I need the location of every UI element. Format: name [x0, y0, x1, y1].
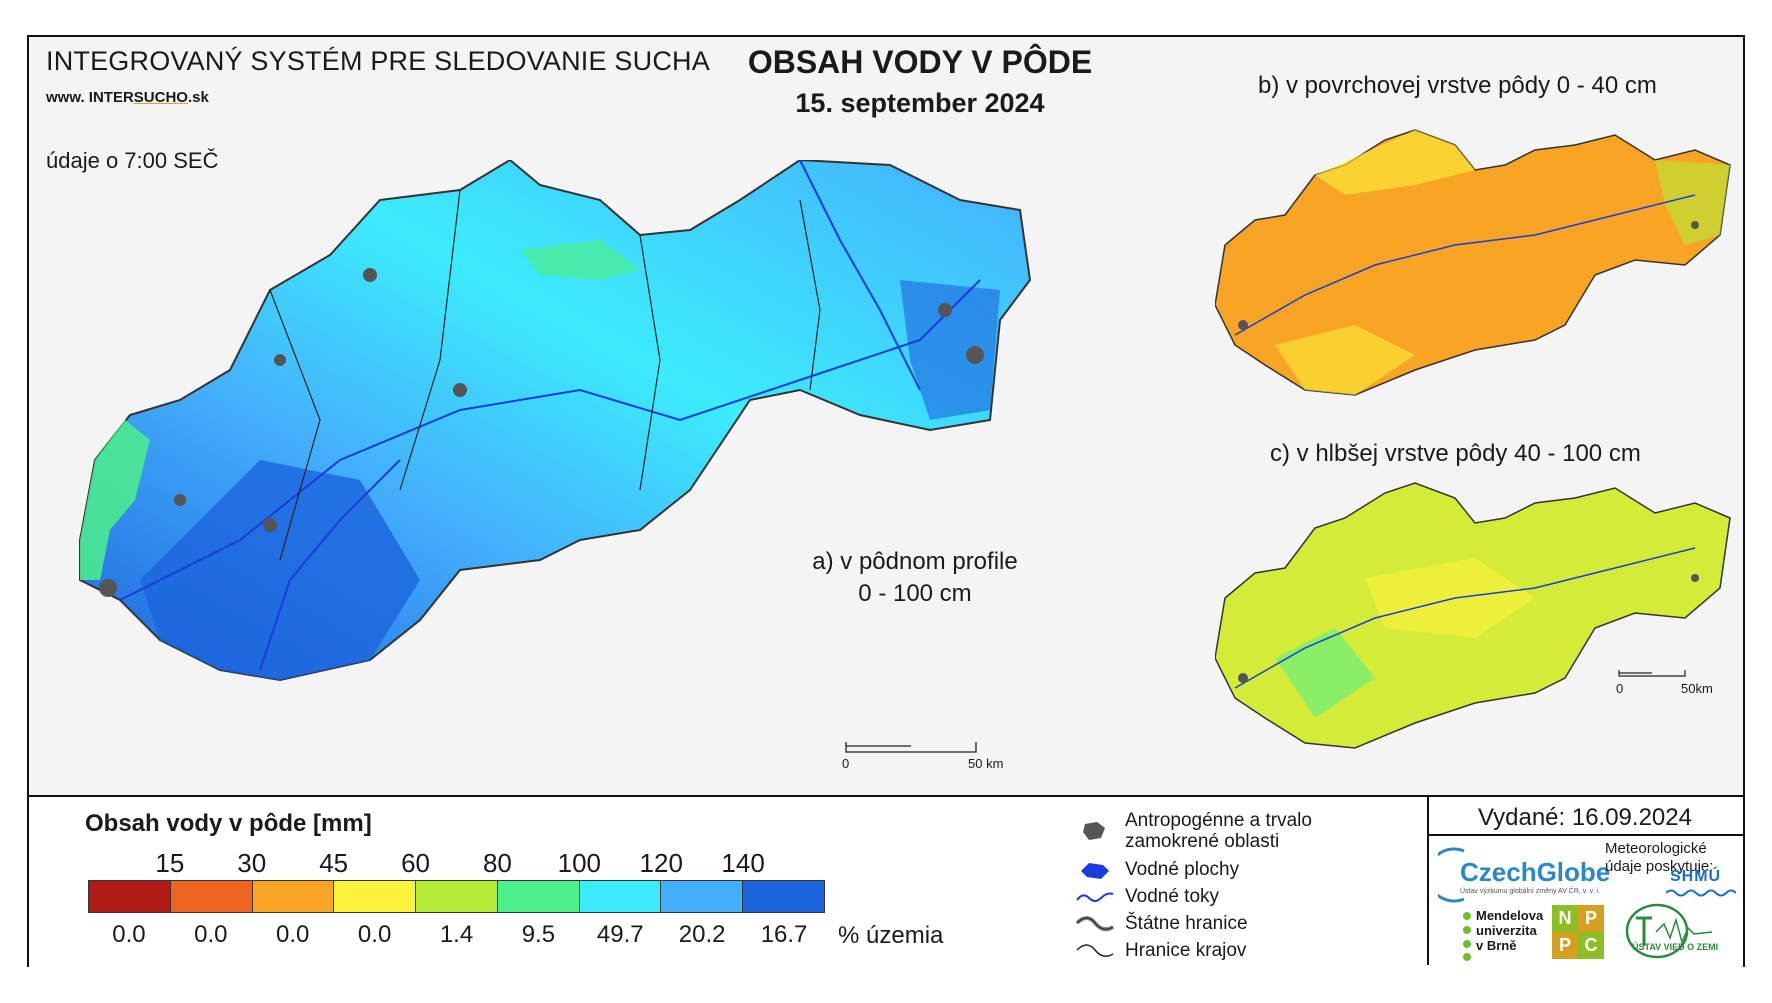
city-trencin — [274, 354, 286, 366]
scale-small-end: 50km — [1681, 681, 1713, 696]
nppc-logo: N P P C — [1552, 905, 1604, 959]
northern-green-patch — [520, 240, 640, 280]
legend-water-bodies: Vodné plochy — [1075, 857, 1239, 883]
percent-value: 0.0 — [194, 921, 228, 948]
percent-unit: % územia — [838, 922, 944, 949]
issued-date: Vydané: 16.09.2024 — [1478, 804, 1692, 831]
legend-class-5 — [497, 881, 580, 912]
legend-state-border: Štátne hranice — [1075, 911, 1248, 937]
czechglobe-subtitle: Ústav výzkumu globální změny AV ČR, v. v… — [1460, 888, 1601, 895]
southwest-darkblue — [140, 460, 420, 680]
percent-value: 1.4 — [439, 921, 474, 948]
deep-yellow-areas — [1365, 558, 1535, 638]
meteo-credit: Meteorologické údaje poskytuje: — [1605, 840, 1714, 875]
legend-class-1 — [170, 881, 253, 912]
state-border-icon — [1075, 916, 1115, 932]
percent-value: 0.0 — [112, 921, 146, 948]
legend-class-6 — [579, 881, 662, 912]
legend-colorbar — [88, 880, 825, 913]
legend-class-0 — [89, 881, 171, 912]
legend-title: Obsah vody v pôde [mm] — [85, 810, 372, 837]
stream-icon — [1076, 892, 1114, 902]
threshold-label: 80 — [482, 848, 512, 878]
percent-value: 0.0 — [357, 921, 392, 948]
map-a-caption: a) v pôdnom profile 0 - 100 cm — [812, 548, 1018, 607]
issued-rule — [1429, 834, 1745, 836]
page-title: OBSAH VODY V PÔDE — [747, 44, 1093, 80]
percent-value: 9.5 — [521, 921, 556, 948]
observation-time: údaje o 7:00 SEČ — [46, 148, 219, 173]
shmu-logo: SHMÚ — [1670, 868, 1722, 885]
scale-bar-main — [845, 742, 977, 753]
legend-anthropogenic: Antropogénne a trvalo zamokrené oblasti — [1075, 810, 1315, 852]
city-zilina — [363, 268, 377, 282]
region-borders-main — [269, 189, 821, 561]
surface-yellow-north — [1315, 130, 1475, 195]
river-south — [259, 459, 401, 671]
czechglobe-name: CzechGlobe — [1460, 857, 1611, 887]
water-body-icon — [1081, 863, 1109, 879]
scale-small-zero: 0 — [1616, 681, 1624, 696]
legend-streams: Vodné toky — [1075, 884, 1219, 910]
percent-value: 0.0 — [276, 921, 310, 948]
czechglobe-logo — [1438, 847, 1465, 903]
city-trnava — [174, 494, 186, 506]
region-border-icon — [1076, 944, 1114, 957]
anthropogenic-icon — [1083, 822, 1105, 840]
scale-main-end: 50 km — [968, 756, 1004, 771]
mendel-university: Mendelova univerzita v Brně — [1476, 908, 1544, 953]
threshold-label: 120 — [639, 848, 683, 878]
legend-class-7 — [661, 881, 744, 912]
website-link[interactable]: www. INTERSUCHO.sk — [46, 89, 209, 106]
river-east — [799, 160, 921, 391]
city-presov — [938, 303, 952, 317]
western-green-area — [80, 420, 150, 580]
legend-class-4 — [416, 881, 498, 912]
shmu-waves-icon — [1666, 889, 1736, 897]
river-main — [119, 279, 981, 601]
percent-value: 49.7 — [596, 921, 644, 948]
surface-layer-map — [1215, 129, 1731, 396]
scale-main-zero: 0 — [842, 756, 850, 771]
legend-region-border: Hranice krajov — [1075, 938, 1246, 964]
legend-class-2 — [252, 881, 335, 912]
uvz-name: ÚSTAV VIED O ZEMI — [1632, 942, 1719, 952]
page-date: 15. september 2024 — [795, 88, 1045, 118]
scale-bar-small — [1618, 670, 1686, 677]
surface-yellow-south — [1275, 325, 1415, 395]
threshold-label: 45 — [319, 848, 349, 878]
east-darkblue — [900, 280, 1000, 420]
threshold-label: 100 — [557, 848, 602, 878]
city-kosice — [966, 346, 984, 364]
percent-value: 16.7 — [760, 921, 808, 948]
map-c-caption: c) v hlbšej vrstve pôdy 40 - 100 cm — [1270, 440, 1641, 467]
percent-value: 20.2 — [678, 921, 726, 948]
threshold-label: 140 — [721, 848, 765, 878]
city-banska-bystrica — [453, 383, 467, 397]
mendel-dots-icon — [1463, 912, 1471, 961]
system-title: INTEGROVANÝ SYSTÉM PRE SLEDOVANIE SUCHA — [46, 46, 710, 76]
threshold-label: 15 — [155, 848, 185, 878]
rivers-b — [1234, 194, 1696, 336]
threshold-label: 30 — [237, 848, 267, 878]
uvz-logo-icon — [1625, 903, 1713, 959]
legend-class-3 — [334, 881, 417, 912]
footer-divider — [1427, 797, 1429, 965]
map-b-caption: b) v povrchovej vrstve pôdy 0 - 40 cm — [1258, 72, 1657, 99]
legend-class-8 — [743, 881, 825, 912]
rivers-c — [1234, 547, 1696, 689]
city-bratislava — [99, 579, 117, 597]
surface-green-east — [1655, 160, 1730, 245]
main-soil-water-map — [79, 160, 1032, 682]
city-nitra — [263, 518, 277, 532]
deep-layer-map — [1215, 482, 1731, 749]
threshold-label: 60 — [401, 848, 431, 878]
